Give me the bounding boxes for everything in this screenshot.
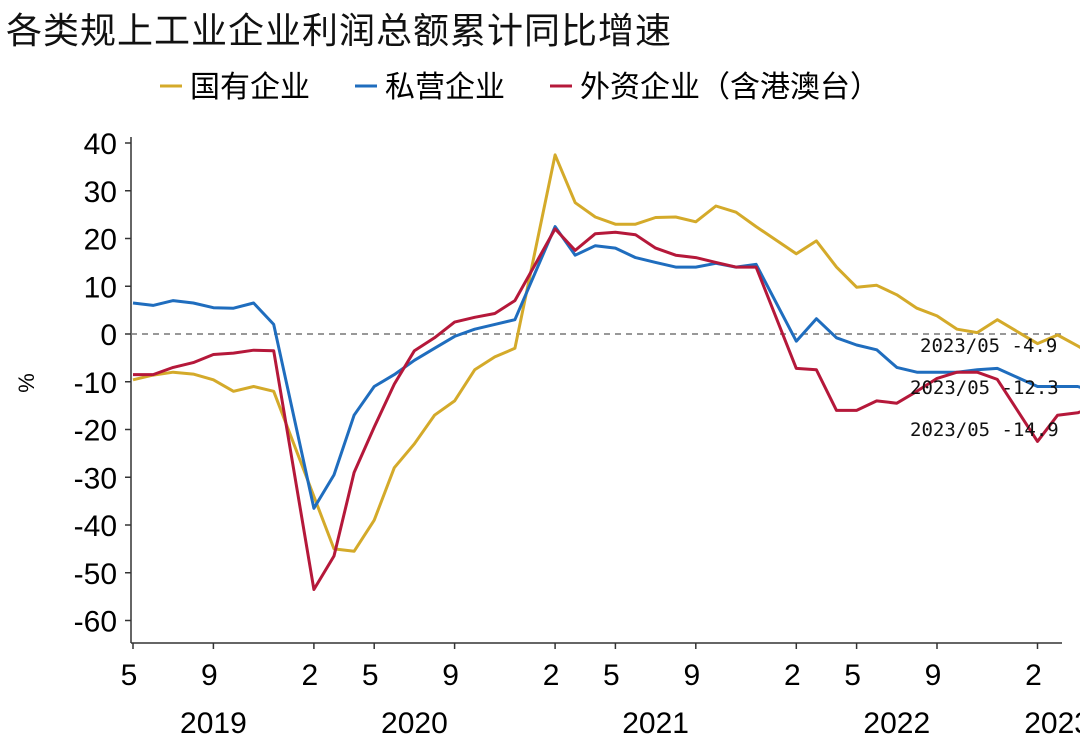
x-year-label: 2023 (1024, 707, 1080, 740)
annotations: 2023/05 -4.9 2023/05 -12.3 2023/05 -14.9 (910, 335, 1059, 441)
x-tick-label: 5 (362, 659, 379, 692)
y-tick-label: -10 (74, 367, 117, 400)
annotation-label-0: 2023/05 -4.9 (920, 335, 1057, 357)
y-tick-label: -60 (74, 606, 117, 639)
series-line-1 (132, 225, 1080, 510)
x-tick-label: 9 (683, 659, 700, 692)
x-tick-label: 2 (543, 659, 560, 692)
y-tick-label: 10 (84, 271, 117, 304)
y-tick-label: -50 (74, 558, 117, 591)
series-lines (132, 153, 1080, 591)
legend-label-2: 外资企业（含港澳台） (580, 70, 880, 105)
x-tick-label: 5 (603, 659, 620, 692)
series-line-2 (133, 227, 1080, 591)
annotation-label-2: 2023/05 -14.9 (910, 419, 1059, 441)
y-tick-label: 40 (84, 128, 117, 161)
x-tick-label: 9 (925, 659, 942, 692)
x-tick-label: 2 (302, 659, 319, 692)
chart-title: 各类规上工业企业利润总额累计同比增速 (6, 11, 673, 52)
y-tick-label: -20 (74, 415, 117, 448)
annotation-label-1: 2023/05 -12.3 (910, 377, 1059, 399)
legend-label-0: 国有企业 (190, 70, 310, 105)
y-tick-label: 30 (84, 176, 117, 209)
x-tick-label: 2 (784, 659, 801, 692)
x-tick-label: 5 (844, 659, 861, 692)
axes: 40 30 20 10 0 -10 -20 -30 -40 -50 -60% 5 9 2 5 9 2 5 9 2 5 9 2… (14, 128, 1080, 740)
x-year-label: 2022 (863, 707, 930, 740)
x-tick-label: 2 (1025, 659, 1042, 692)
y-tick-label: 0 (100, 319, 117, 352)
x-year-label: 2019 (180, 707, 247, 740)
y-axis-label: % (14, 373, 39, 393)
x-tick-label: 9 (442, 659, 459, 692)
x-tick-label: 5 (121, 659, 138, 692)
y-tick-label: -40 (74, 510, 117, 543)
legend-label-1: 私营企业 (385, 70, 505, 105)
x-year-label: 2020 (381, 707, 448, 740)
y-tick-label: 20 (84, 224, 117, 257)
legend: 国有企业 私营企业 外资企业（含港澳台） (160, 70, 880, 105)
x-year-label: 2021 (622, 707, 689, 740)
x-tick-label: 9 (201, 659, 218, 692)
y-tick-label: -30 (74, 462, 117, 495)
